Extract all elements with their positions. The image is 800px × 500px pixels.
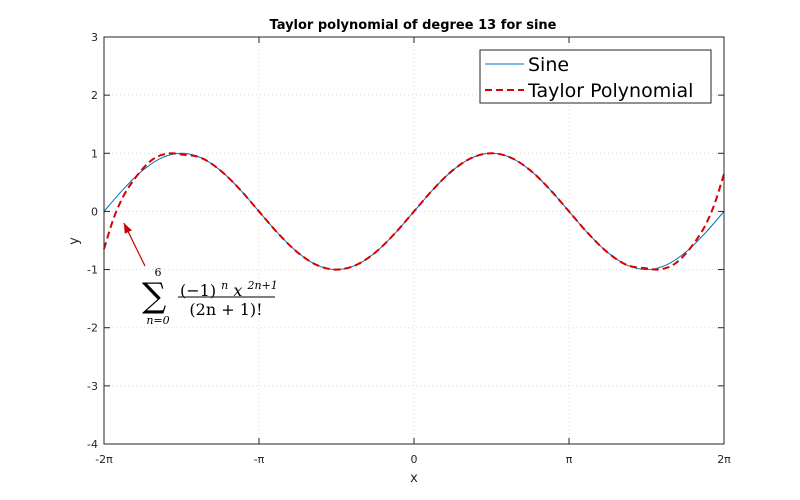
formula-denominator: (2n + 1)! bbox=[189, 300, 262, 319]
legend-label-taylor: Taylor Polynomial bbox=[527, 80, 693, 102]
numerator-exp-n: n bbox=[221, 279, 228, 292]
y-tick-label: -3 bbox=[87, 380, 98, 393]
y-tick-label: 0 bbox=[91, 205, 98, 218]
y-axis-label: y bbox=[67, 237, 82, 245]
taylor-formula-annotation: ∑ 6 n=0 (−1) n x 2n+1 (2n + 1)! bbox=[123, 222, 278, 327]
x-tick-label: π bbox=[566, 453, 573, 466]
numerator-base: (−1) bbox=[180, 281, 216, 300]
y-tick-label: -2 bbox=[87, 322, 98, 335]
chart-title: Taylor polynomial of degree 13 for sine bbox=[270, 18, 557, 33]
x-tick-label: -π bbox=[254, 453, 265, 466]
annotation-arrowhead bbox=[123, 223, 132, 234]
x-axis-label: x bbox=[410, 471, 418, 486]
x-tick-label: -2π bbox=[95, 453, 113, 466]
sum-lower-limit: n=0 bbox=[146, 314, 169, 327]
y-tick-label: 2 bbox=[91, 89, 98, 102]
y-tick-labels: 3 2 1 0 -1 -2 -3 -4 bbox=[87, 31, 98, 451]
formula-numerator: (−1) n x 2n+1 bbox=[180, 274, 278, 300]
x-tick-labels: -2π -π 0 π 2π bbox=[95, 453, 731, 466]
tick-marks bbox=[103, 36, 725, 445]
legend: Sine Taylor Polynomial bbox=[479, 49, 712, 104]
series-layer bbox=[103, 152, 725, 271]
legend-box bbox=[479, 49, 712, 104]
series-line-taylor bbox=[103, 152, 725, 271]
legend-label-sine: Sine bbox=[528, 54, 569, 76]
y-tick-label: 3 bbox=[91, 31, 98, 44]
plot-area bbox=[104, 37, 724, 444]
numerator-exp: 2n+1 bbox=[246, 279, 277, 292]
sum-upper-limit: 6 bbox=[155, 266, 162, 279]
y-tick-label: -1 bbox=[87, 264, 98, 277]
y-tick-label: 1 bbox=[91, 147, 98, 160]
numerator-x: x bbox=[233, 281, 242, 300]
x-tick-label: 0 bbox=[411, 453, 418, 466]
x-tick-label: 2π bbox=[717, 453, 731, 466]
sum-symbol: ∑ bbox=[142, 276, 166, 316]
y-tick-label: -4 bbox=[87, 438, 98, 451]
